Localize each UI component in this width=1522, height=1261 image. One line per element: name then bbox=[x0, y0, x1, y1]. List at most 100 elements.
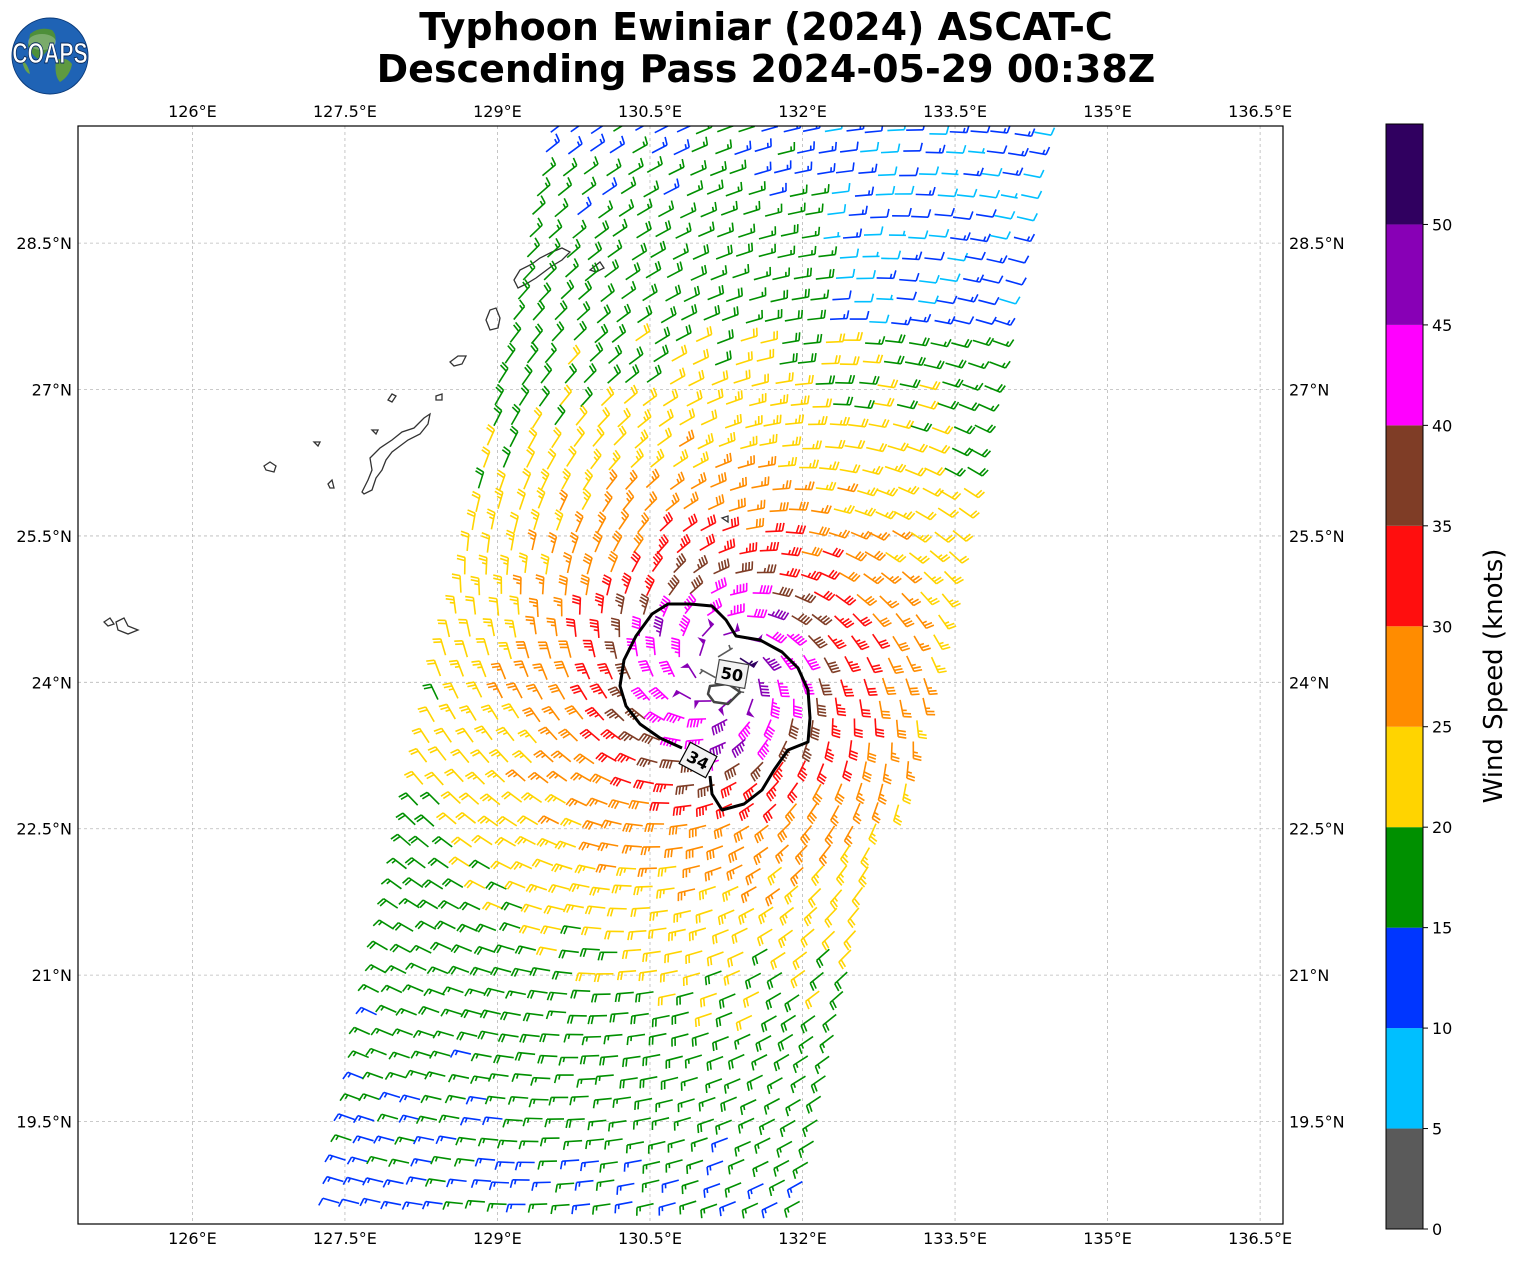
wind-barb bbox=[659, 759, 680, 769]
wind-barb bbox=[625, 1141, 645, 1154]
wind-barb bbox=[600, 283, 615, 303]
wind-barb bbox=[772, 479, 792, 491]
wind-barb bbox=[887, 126, 906, 132]
wind-barb bbox=[777, 1033, 794, 1052]
wind-barb bbox=[544, 1118, 565, 1128]
wind-barb bbox=[370, 1027, 393, 1036]
wind-barb bbox=[494, 487, 504, 509]
wind-barb bbox=[787, 782, 799, 804]
wind-barb bbox=[887, 657, 904, 675]
wind-barb bbox=[686, 1159, 704, 1174]
wind-barb bbox=[550, 1203, 570, 1215]
wind-barb bbox=[544, 342, 557, 364]
wind-barb bbox=[899, 699, 912, 718]
wind-barb bbox=[616, 969, 637, 981]
wind-barb bbox=[682, 864, 701, 879]
wind-barb bbox=[566, 238, 581, 259]
wind-barb bbox=[551, 863, 573, 873]
wind-barb bbox=[757, 678, 771, 697]
wind-barb bbox=[525, 683, 543, 700]
wind-barb bbox=[717, 909, 735, 926]
coastline-island-6 bbox=[370, 429, 380, 436]
wind-barb bbox=[504, 990, 527, 999]
wind-barb bbox=[790, 969, 806, 989]
wind-barb bbox=[595, 752, 617, 763]
wind-barb bbox=[594, 220, 610, 239]
wind-barb bbox=[514, 1161, 535, 1171]
wind-barb bbox=[642, 387, 658, 407]
wind-barb bbox=[764, 203, 783, 217]
wind-barb bbox=[893, 510, 916, 521]
wind-barb bbox=[798, 1140, 814, 1159]
wind-barb bbox=[427, 746, 447, 761]
wind-barb bbox=[707, 494, 725, 511]
wind-barb bbox=[856, 270, 876, 280]
wind-barb bbox=[352, 1135, 374, 1144]
coastline-island-4 bbox=[435, 393, 443, 401]
wind-barb bbox=[864, 550, 887, 562]
wind-barb bbox=[963, 487, 985, 499]
wind-barb bbox=[953, 425, 976, 435]
wind-barb bbox=[989, 231, 1011, 240]
wind-barb bbox=[709, 161, 727, 177]
wind-barb bbox=[685, 845, 704, 860]
wind-barb bbox=[601, 490, 613, 513]
wind-barb bbox=[834, 971, 848, 992]
wind-barb bbox=[978, 296, 1000, 306]
wind-barb bbox=[835, 594, 857, 606]
wind-barb bbox=[698, 221, 715, 238]
wind-barb bbox=[653, 615, 664, 637]
wind-barb bbox=[937, 507, 960, 519]
wind-barb bbox=[692, 244, 710, 260]
wind-barb bbox=[746, 517, 765, 530]
wind-barb bbox=[896, 400, 919, 410]
wind-barb bbox=[690, 472, 707, 490]
wind-barb bbox=[597, 842, 619, 852]
wind-barb bbox=[855, 782, 865, 805]
wind-barb bbox=[539, 925, 562, 935]
wind-barb bbox=[490, 860, 512, 870]
wind-barb bbox=[690, 160, 707, 176]
wind-barb bbox=[944, 467, 967, 477]
wind-barb bbox=[948, 551, 970, 564]
wind-barb bbox=[573, 320, 588, 341]
wind-barb bbox=[688, 824, 707, 839]
wind-barb bbox=[574, 864, 596, 874]
wind-barb bbox=[592, 1097, 612, 1109]
wind-barb bbox=[930, 338, 952, 348]
wind-barb bbox=[456, 554, 466, 575]
wind-barb bbox=[342, 1176, 364, 1186]
wind-barb bbox=[835, 864, 848, 886]
wind-barb bbox=[564, 363, 578, 384]
wind-barb bbox=[632, 1117, 651, 1130]
wind-barb bbox=[442, 682, 459, 699]
wind-barb bbox=[505, 529, 515, 551]
wind-barb bbox=[526, 989, 548, 999]
lat-tick-label-right: 21°N bbox=[1289, 966, 1329, 985]
wind-barb bbox=[923, 360, 945, 370]
coastlines bbox=[102, 247, 729, 635]
wind-barb bbox=[863, 573, 885, 585]
wind-barb bbox=[672, 804, 692, 816]
wind-barb bbox=[740, 327, 758, 342]
wind-barb bbox=[672, 449, 689, 468]
wind-barb bbox=[548, 531, 558, 554]
wind-barb bbox=[580, 574, 590, 596]
wind-barb bbox=[915, 186, 936, 196]
wind-barb bbox=[614, 991, 634, 1003]
wind-barb bbox=[902, 251, 923, 261]
wind-barb bbox=[485, 881, 507, 891]
wind-barb bbox=[571, 594, 582, 615]
wind-barb bbox=[794, 161, 813, 175]
wind-barb bbox=[617, 731, 640, 742]
wind-barb bbox=[759, 433, 778, 447]
wind-barb bbox=[654, 326, 671, 345]
wind-barb bbox=[772, 586, 794, 598]
wind-barb bbox=[818, 569, 841, 580]
wind-barb bbox=[617, 407, 631, 428]
wind-barb bbox=[849, 310, 870, 320]
wind-barb bbox=[560, 384, 573, 406]
wind-barb bbox=[410, 1050, 432, 1059]
wind-barb bbox=[978, 403, 1000, 412]
wind-barb bbox=[578, 280, 593, 300]
